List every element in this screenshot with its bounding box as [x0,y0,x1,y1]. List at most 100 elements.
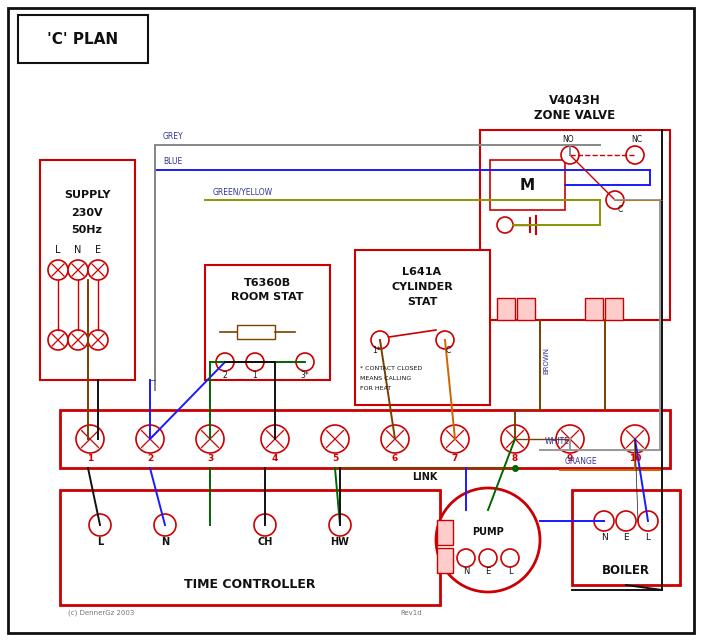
Text: NC: NC [632,135,642,144]
Circle shape [497,217,513,233]
Text: 9: 9 [567,453,574,463]
Text: L: L [55,245,61,255]
FancyBboxPatch shape [517,298,535,320]
Text: GREY: GREY [163,132,184,141]
Circle shape [89,514,111,536]
Text: BLUE: BLUE [163,157,183,166]
Text: C: C [445,346,451,355]
Circle shape [441,425,469,453]
Text: 3*: 3* [300,370,310,379]
Text: 8: 8 [512,453,518,463]
Circle shape [457,549,475,567]
Circle shape [381,425,409,453]
Text: E: E [623,533,629,542]
Circle shape [296,353,314,371]
Text: WHITE: WHITE [545,437,570,446]
Text: ROOM STAT: ROOM STAT [231,292,303,302]
Text: LINK: LINK [412,472,437,482]
Text: L641A: L641A [402,267,442,277]
Circle shape [329,514,351,536]
Circle shape [154,514,176,536]
Circle shape [436,331,454,349]
Circle shape [436,488,540,592]
Text: 1: 1 [87,453,93,463]
FancyBboxPatch shape [437,520,453,545]
FancyBboxPatch shape [585,298,603,320]
Text: N: N [74,245,81,255]
Text: E: E [485,567,491,576]
Text: PUMP: PUMP [472,527,504,537]
Circle shape [616,511,636,531]
Circle shape [246,353,264,371]
Text: V4043H: V4043H [549,94,601,106]
Circle shape [76,425,104,453]
FancyBboxPatch shape [8,8,694,633]
Text: CYLINDER: CYLINDER [391,282,453,292]
Text: 230V: 230V [71,208,102,218]
Circle shape [254,514,276,536]
Text: N: N [161,537,169,547]
Text: BOILER: BOILER [602,563,650,576]
FancyBboxPatch shape [355,250,490,405]
Circle shape [68,260,88,280]
Text: FOR HEAT: FOR HEAT [360,386,391,391]
Text: NO: NO [562,135,574,144]
Circle shape [606,191,624,209]
Circle shape [638,511,658,531]
Circle shape [261,425,289,453]
FancyBboxPatch shape [605,298,623,320]
FancyBboxPatch shape [18,15,148,63]
Text: 1: 1 [253,370,258,379]
FancyBboxPatch shape [572,490,680,585]
Circle shape [196,425,224,453]
Circle shape [561,146,579,164]
Text: STAT: STAT [407,297,437,307]
Text: L: L [97,537,103,547]
Text: 'C' PLAN: 'C' PLAN [48,31,119,47]
Circle shape [88,330,108,350]
Text: BROWN: BROWN [543,347,549,374]
Circle shape [321,425,349,453]
Text: 6: 6 [392,453,398,463]
Text: 2: 2 [223,370,227,379]
Text: SUPPLY: SUPPLY [64,190,110,200]
FancyBboxPatch shape [480,130,670,320]
Circle shape [48,260,68,280]
Text: ZONE VALVE: ZONE VALVE [534,108,616,122]
Circle shape [556,425,584,453]
Circle shape [626,146,644,164]
Text: ORANGE: ORANGE [565,457,597,466]
FancyBboxPatch shape [490,160,565,210]
Text: 5: 5 [332,453,338,463]
Text: GREEN/YELLOW: GREEN/YELLOW [213,187,273,196]
Text: 3: 3 [207,453,213,463]
FancyBboxPatch shape [40,160,135,380]
Circle shape [479,549,497,567]
FancyBboxPatch shape [60,410,670,468]
Text: 50Hz: 50Hz [72,225,102,235]
Circle shape [371,331,389,349]
Text: 4: 4 [272,453,278,463]
Text: CH: CH [258,537,272,547]
Text: Rev1d: Rev1d [400,610,422,616]
Circle shape [68,330,88,350]
Text: MEANS CALLING: MEANS CALLING [360,376,411,381]
Text: T6360B: T6360B [244,278,291,288]
Circle shape [216,353,234,371]
Text: 10: 10 [629,453,641,463]
Text: L: L [646,533,651,542]
Text: 7: 7 [452,453,458,463]
Circle shape [48,330,68,350]
Text: (c) DennerGz 2003: (c) DennerGz 2003 [68,610,134,617]
Text: C: C [617,205,623,214]
Text: * CONTACT CLOSED: * CONTACT CLOSED [360,366,422,371]
FancyBboxPatch shape [60,490,440,605]
Text: L: L [508,567,512,576]
FancyBboxPatch shape [205,265,330,380]
Circle shape [594,511,614,531]
Circle shape [501,425,529,453]
Text: N: N [601,533,607,542]
Text: TIME CONTROLLER: TIME CONTROLLER [184,578,316,592]
FancyBboxPatch shape [237,325,275,339]
Circle shape [621,425,649,453]
